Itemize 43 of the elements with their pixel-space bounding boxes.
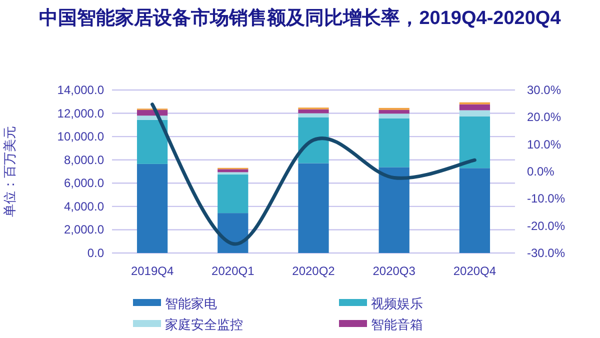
y-tick-label: 14,000.0 [57,83,104,97]
y-tick-label: 12,000.0 [57,106,104,120]
y2-tick-label: 10.0% [527,137,562,152]
x-tick-label: 2020Q4 [453,264,496,278]
bar [298,163,329,253]
bar [459,168,490,253]
bar [218,172,248,175]
y-tick-label: 4,000.0 [64,199,104,214]
legend-label: 家庭安全监控 [165,317,243,332]
legend-label: 智能家电 [165,296,217,311]
y-tick-label: 0.0 [87,246,104,260]
y-axis-title: 单位：百万美元 [2,126,17,217]
bar [459,110,490,116]
bar [459,116,490,168]
y2-tick-label: -20.0% [527,218,566,233]
bar [218,169,248,172]
bar [218,174,248,214]
y2-tick-label: -30.0% [527,246,566,260]
y2-tick-label: 20.0% [527,110,562,124]
x-tick-label: 2020Q1 [212,264,255,278]
y2-tick-label: 0.0% [527,164,555,178]
bar [298,109,329,114]
y-tick-label: 6,000.0 [64,176,104,190]
bar [136,164,168,253]
x-tick-label: 2020Q3 [372,264,416,278]
y-tick-label: 10,000.0 [57,130,104,144]
bar [136,120,168,164]
y-tick-label: 8,000.0 [64,152,104,167]
x-tick-label: 2020Q2 [292,264,336,278]
bar [378,167,410,253]
bar [459,104,490,110]
bar [378,110,410,114]
legend-label: 视频娱乐 [371,296,423,311]
y2-tick-label: -10.0% [527,192,566,206]
x-tick-label: 2019Q4 [130,264,174,278]
bar [378,114,410,118]
title: 中国智能家居设备市场销售额及同比增长率，2019Q4-2020Q4 [39,8,561,29]
legend-label: 智能音箱 [371,317,423,332]
y2-tick-label: 30.0% [527,83,562,97]
bar [378,118,410,168]
y-tick-label: 2,000.0 [64,222,104,237]
bar [298,117,329,164]
line-series [150,102,476,246]
